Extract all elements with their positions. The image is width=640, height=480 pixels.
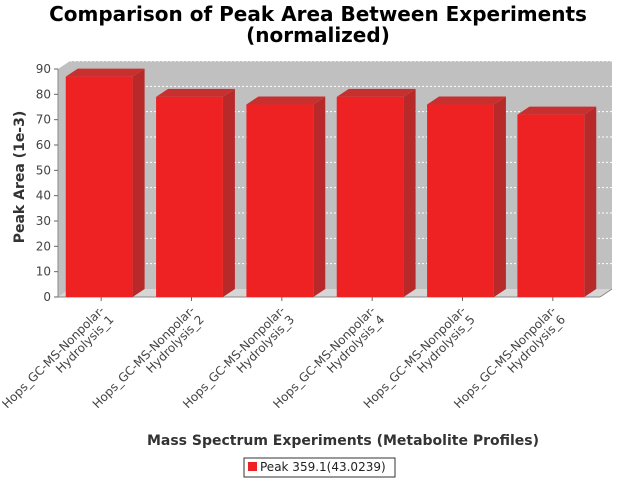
x-tick-label-line: Hops_GC-MS-Nonpolar- [0, 303, 107, 411]
bar [246, 96, 326, 297]
y-axis-label: Peak Area (1e-3) [12, 111, 28, 244]
legend-label: Peak 359.1(43.0239) [260, 460, 386, 474]
bar-side [313, 96, 326, 297]
y-tick-label: 60 [36, 138, 51, 152]
bar-front [156, 96, 223, 297]
bar-front [336, 96, 404, 297]
bar-front [65, 76, 133, 297]
bars [65, 68, 597, 297]
bar-side [132, 68, 145, 297]
y-tick-label: 80 [36, 87, 51, 101]
bar-front [517, 114, 585, 297]
bar-top [65, 68, 145, 77]
x-axis-label: Mass Spectrum Experiments (Metabolite Pr… [147, 433, 539, 449]
bar-side [403, 88, 416, 297]
bar-top [336, 88, 416, 97]
y-tick-label: 0 [43, 290, 51, 304]
y-tick-label: 40 [36, 189, 51, 203]
bar [427, 96, 506, 297]
bar-top [427, 96, 506, 105]
bar [65, 68, 145, 297]
y-tick-label: 90 [36, 62, 51, 76]
legend-border [243, 457, 396, 478]
chart-title-line-2: (normalized) [246, 23, 390, 47]
bar-side [584, 106, 597, 297]
bar-front [246, 104, 314, 297]
bar-top [246, 96, 326, 105]
y-tick-label: 50 [36, 163, 51, 177]
bar-top [517, 106, 597, 115]
bar-front [427, 104, 494, 297]
y-tick-label: 70 [36, 113, 51, 127]
bar-top [156, 88, 235, 97]
x-axis: Hops_GC-MS-Nonpolar-Hydrolysis_1Hops_GC-… [0, 297, 568, 411]
y-tick-label: 30 [36, 214, 51, 228]
legend-swatch [248, 462, 257, 471]
bar-side [493, 96, 506, 297]
chart-title-line-1: Comparison of Peak Area Between Experime… [49, 2, 587, 26]
bar-side [222, 88, 235, 297]
floor-edge [599, 288, 613, 298]
y-axis: 0 10 20 30 40 50 60 70 80 90 [36, 62, 59, 304]
y-tick-label: 10 [36, 265, 51, 279]
legend: Peak 359.1(43.0239) [243, 457, 396, 478]
bar [517, 106, 597, 297]
bar [156, 88, 235, 297]
y-tick-label: 20 [36, 239, 51, 253]
bar [336, 88, 416, 297]
